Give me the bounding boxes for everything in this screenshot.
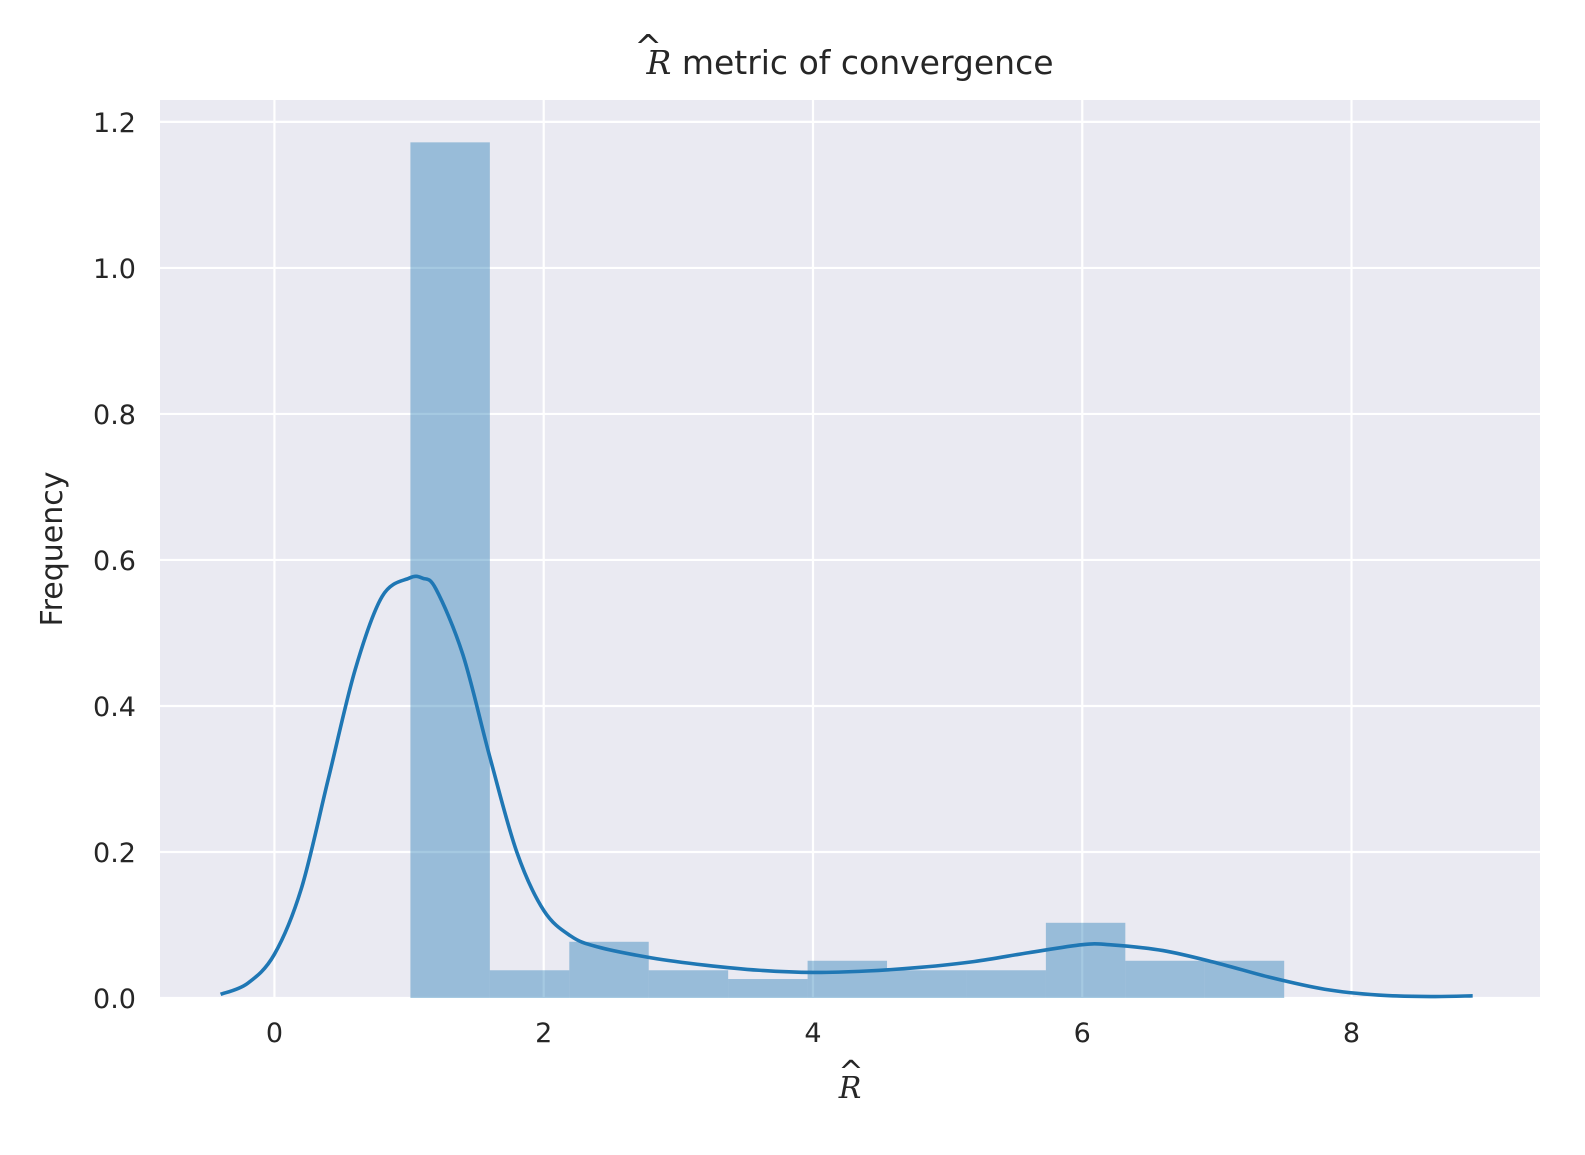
chart-title-math-symbol: R	[645, 43, 671, 82]
y-tick-label: 0.6	[93, 546, 136, 577]
grid-lines	[160, 100, 1540, 1000]
x-tick-label: 8	[1343, 1018, 1360, 1049]
y-tick-label: 0.0	[93, 984, 136, 1015]
histogram-bars	[410, 142, 1285, 998]
y-tick-label: 1.2	[93, 108, 136, 139]
histogram-bar	[489, 970, 570, 998]
chart-title-spacer	[671, 43, 682, 82]
y-tick-label: 1.0	[93, 254, 136, 285]
x-tick-label: 6	[1074, 1018, 1091, 1049]
chart-title-hat: ^	[634, 27, 662, 66]
histogram-bar	[648, 970, 729, 998]
plot-background	[160, 100, 1540, 998]
chart-title: R metric of convergence	[645, 43, 1053, 82]
y-tick-labels: 0.0 0.2 0.4 0.6 0.8 1.0 1.2	[93, 108, 136, 1015]
x-tick-labels: 0 2 4 6 8	[266, 1018, 1360, 1049]
chart-title-group: ^ R metric of convergence	[634, 27, 1053, 82]
y-axis-label: Frequency	[35, 472, 70, 627]
y-tick-label: 0.8	[93, 400, 136, 431]
kde-curve-line	[219, 574, 1473, 999]
histogram-bar	[1125, 960, 1205, 998]
x-tick-label: 4	[804, 1018, 821, 1049]
y-tick-label: 0.2	[93, 838, 136, 869]
histogram-bar	[887, 970, 967, 998]
histogram-bar	[1045, 922, 1126, 998]
histogram-bar	[728, 979, 808, 998]
chart-title-text: metric of convergence	[682, 43, 1054, 82]
x-axis-label-group: ^ R	[838, 1055, 864, 1106]
histogram-bar	[807, 960, 888, 998]
x-axis-label-hat: ^	[838, 1055, 863, 1090]
histogram-bar	[966, 970, 1046, 998]
y-tick-label: 0.4	[93, 692, 136, 723]
x-tick-label: 2	[535, 1018, 552, 1049]
x-axis-label: R	[838, 1071, 862, 1106]
histogram-bar	[410, 142, 490, 998]
x-tick-label: 0	[266, 1018, 283, 1049]
